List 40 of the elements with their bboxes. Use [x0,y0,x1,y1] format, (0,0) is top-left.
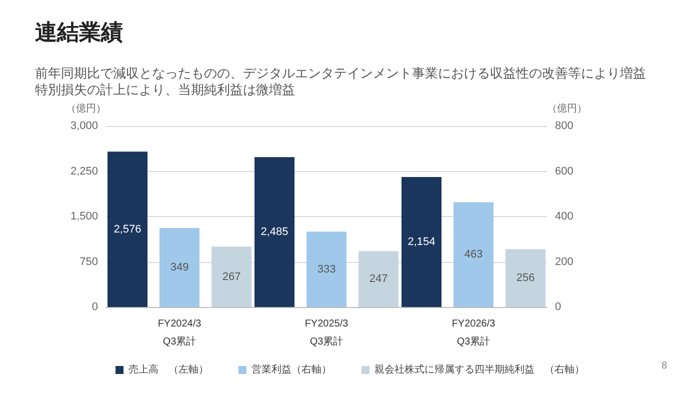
x-tick-label: FY2024/3 Q3累計 [158,318,202,348]
data-label: 256 [516,272,535,284]
data-label: 2,576 [114,223,142,236]
y2-axis-title: （億円） [547,102,587,114]
y-tick-label: 0 [92,301,98,313]
y-tick-label: 750 [80,256,98,268]
data-label: 267 [222,270,241,283]
legend-label: 売上高 （左軸） [128,364,208,376]
bar [358,251,398,307]
bar [254,157,294,307]
legend-label: 親会社株式に帰属する四半期純利益 （右軸） [374,364,584,376]
y2-tick-label: 0 [555,301,562,313]
data-label: 463 [464,248,483,261]
bar [506,249,546,307]
text: 特別損失の計上により、当期純利益は微増益 [35,82,295,97]
y2-tick-label: 200 [555,256,574,268]
bar [212,246,252,307]
data-label: 2,485 [260,226,288,238]
text: 8 [661,360,668,372]
y2-tick-label: 800 [555,120,574,132]
data-label: 349 [170,262,189,274]
data-label: 333 [317,263,336,276]
data-label: 247 [369,273,388,286]
y2-tick-label: 600 [555,165,574,178]
y-tick-label: 2,250 [70,165,98,178]
bar [306,232,346,307]
chart-subtitle: 前年同期比で減収となったものの、デジタルエンタテインメント事業における収益性の改善等により増益 [35,66,646,80]
bar [402,177,442,307]
y2-tick-label: 400 [555,210,574,222]
chart-title: 連結業績 [35,20,123,44]
bar [108,152,148,307]
bar [454,202,494,307]
data-label: 2,154 [408,236,436,248]
legend-label: 営業利益（右軸） [252,364,332,376]
bar [160,228,200,307]
y-tick-label: 3,000 [70,120,98,132]
y-axis-title: （億円） [66,102,106,114]
x-tick-label: FY2026/3 Q3累計 [452,318,496,348]
y-tick-label: 1,500 [70,210,98,222]
x-tick-label: FY2025/3 Q3累計 [304,318,349,348]
